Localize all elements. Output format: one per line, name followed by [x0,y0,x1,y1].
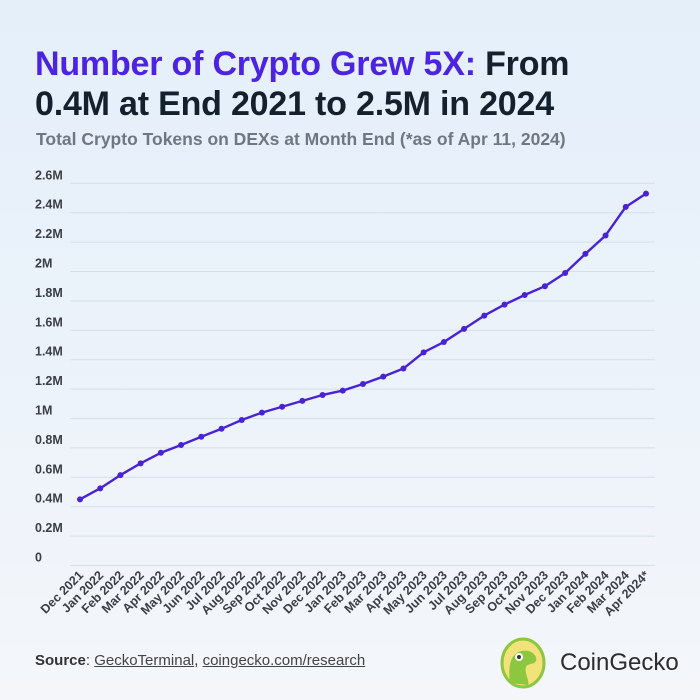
data-point [238,416,245,423]
data-point [299,397,306,404]
coingecko-research-link[interactable]: coingecko.com/research [202,652,366,669]
data-point [77,496,83,503]
data-point [178,441,185,448]
y-tick-label: 2.2M [35,227,63,241]
y-tick-label: 2.4M [35,198,63,212]
data-point [420,349,427,356]
chart-subtitle: Total Crypto Tokens on DEXs at Month End… [36,129,566,149]
data-point [481,312,488,319]
data-point [218,425,225,432]
brand-name: CoinGecko [560,649,679,676]
chart-title: Number of Crypto Grew 5X: From 0.4M at E… [35,44,569,124]
data-point [360,380,366,387]
data-point [400,365,407,372]
coingecko-brand: CoinGecko [500,637,679,689]
y-tick-label: 0.2M [35,521,63,535]
y-tick-label: 1.6M [35,315,63,329]
source-sep: : [85,652,95,669]
y-tick-label: 1M [35,404,52,418]
data-point [117,472,124,479]
coingecko-logo-icon [500,637,546,689]
data-point [137,460,144,467]
y-tick-label: 1.2M [35,374,63,388]
data-point [198,433,205,440]
data-point [562,269,569,276]
title-rest: From [475,45,570,83]
y-tick-label: 0.8M [35,433,63,447]
data-point [622,203,629,210]
title-highlight: Number of Crypto Grew 5X: [35,45,476,83]
data-point [319,391,326,398]
y-tick-label: 2M [35,257,52,271]
title-line2: 0.4M at End 2021 to 2.5M in 2024 [35,85,554,123]
comma: , [194,652,203,669]
data-point [157,449,164,456]
data-point [643,190,649,197]
data-point [461,325,468,332]
geckoterminal-link[interactable]: GeckoTerminal [94,652,195,669]
y-tick-label: 2.6M [35,168,63,182]
data-point [521,292,528,299]
y-tick-label: 0 [35,551,42,565]
series-line [79,192,647,501]
data-point [602,232,609,239]
data-point [541,283,548,290]
data-point [97,485,104,492]
data-point [380,373,387,380]
source-label: Source [35,652,86,669]
data-point [339,387,346,394]
data-point [501,301,508,308]
y-tick-label: 1.4M [35,345,63,359]
source-footer: Source: GeckoTerminal, coingecko.com/res… [35,652,365,669]
y-tick-label: 1.8M [35,286,63,300]
y-tick-label: 0.4M [35,492,63,506]
data-point [440,339,447,346]
data-point [258,409,265,416]
y-tick-label: 0.6M [35,462,63,476]
data-point [582,250,589,257]
data-point [279,403,286,410]
